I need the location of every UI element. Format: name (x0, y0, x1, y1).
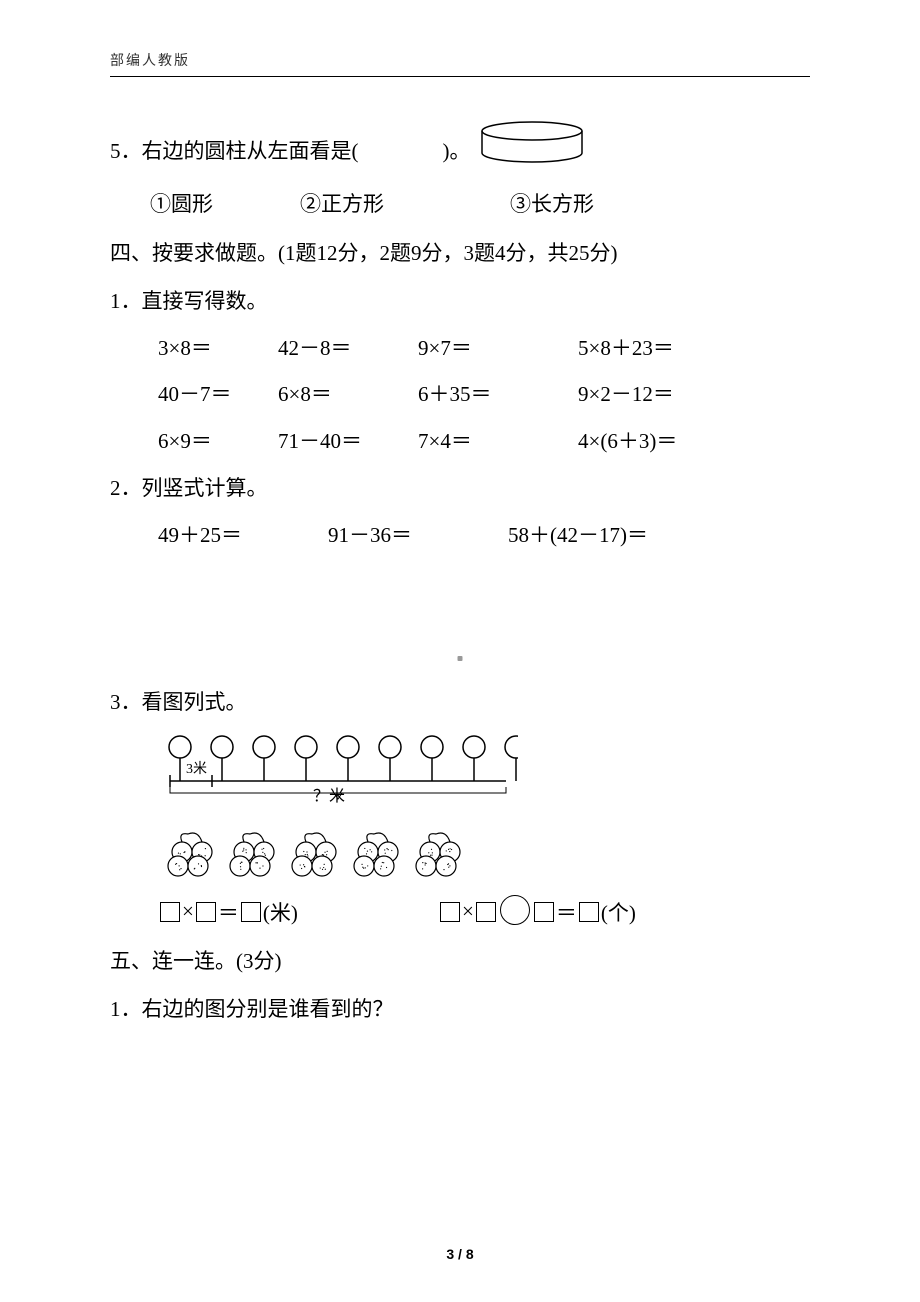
calc-cell: 4×(6＋3)＝ (578, 418, 748, 464)
calc-cell: 42－8＝ (278, 325, 418, 371)
times-sign: × (182, 899, 194, 924)
calc-cell: 40－7＝ (158, 371, 278, 417)
equation-left: × ＝ (米) (158, 897, 438, 927)
calc-cell: 71－40＝ (278, 418, 418, 464)
calc-row-3: 6×9＝ 71－40＝ 7×4＝ 4×(6＋3)＝ (158, 418, 810, 464)
box-icon (534, 902, 554, 922)
calc-cell: 6×9＝ (158, 418, 278, 464)
calc-cell: 7×4＝ (418, 418, 578, 464)
svg-text:3米: 3米 (186, 761, 207, 777)
equals-sign: ＝ (556, 897, 577, 927)
equation-row: × ＝ (米) × ＝ (个) (158, 897, 810, 927)
calc-cell: 6＋35＝ (418, 371, 578, 417)
center-marker-icon (458, 656, 463, 661)
times-sign: × (462, 899, 474, 924)
box-icon (579, 902, 599, 922)
calc-cell: 9×2－12＝ (578, 371, 748, 417)
option-circle: ①圆形 (150, 180, 300, 228)
vertical-calc-item: 49＋25＝ (158, 512, 328, 558)
question-5: 5．右边的圆柱从左面看是( )。 (110, 121, 810, 180)
box-icon (440, 902, 460, 922)
unit-meter: (米) (263, 897, 298, 927)
calc-cell: 9×7＝ (418, 325, 578, 371)
total-length-label: ？米 (313, 787, 345, 803)
vertical-calc-item: 58＋(42－17)＝ (508, 512, 728, 558)
box-icon (160, 902, 180, 922)
equation-right: × ＝ (个) (438, 897, 636, 927)
figure-oranges (158, 822, 810, 887)
header-publisher: 部编人教版 (110, 50, 810, 77)
option-square: ②正方形 (300, 180, 510, 228)
calc-cell: 5×8＋23＝ (578, 325, 748, 371)
section-4-heading: 四、按要求做题。(1题12分，2题9分，3题4分，共25分) (110, 229, 810, 277)
unit-count: (个) (601, 897, 636, 927)
page-footer: 3 / 8 (0, 1246, 920, 1262)
section-4-p1-title: 1．直接写得数。 (110, 277, 810, 325)
section-4-p2-title: 2．列竖式计算。 (110, 464, 810, 512)
calc-cell: 3×8＝ (158, 325, 278, 371)
calc-row-2: 40－7＝ 6×8＝ 6＋35＝ 9×2－12＝ (158, 371, 810, 417)
question-5-options: ①圆形 ②正方形 ③长方形 (150, 180, 810, 228)
box-icon (196, 902, 216, 922)
box-icon (241, 902, 261, 922)
page-current: 3 (446, 1246, 454, 1262)
box-icon (476, 902, 496, 922)
equals-sign: ＝ (218, 897, 239, 927)
option-rectangle: ③长方形 (510, 180, 660, 228)
section-5-heading: 五、连一连。(3分) (110, 937, 810, 985)
calc-cell: 6×8＝ (278, 371, 418, 417)
vertical-calc-item: 91－36＝ (328, 512, 508, 558)
circle-operator-icon (500, 895, 530, 925)
section-5-p1: 1．右边的图分别是谁看到的？ (110, 985, 810, 1033)
page-total: 8 (466, 1246, 474, 1262)
figure-balloons: 3米 ？米 (158, 733, 810, 808)
page-sep: / (458, 1246, 462, 1262)
vertical-calc-row: 49＋25＝ 91－36＝ 58＋(42－17)＝ (158, 512, 810, 558)
question-5-text: 5．右边的圆柱从左面看是( )。 (110, 127, 471, 175)
section-4-p3-title: 3．看图列式。 (110, 678, 810, 726)
cylinder-figure (477, 121, 587, 180)
calc-row-1: 3×8＝ 42－8＝ 9×7＝ 5×8＋23＝ (158, 325, 810, 371)
